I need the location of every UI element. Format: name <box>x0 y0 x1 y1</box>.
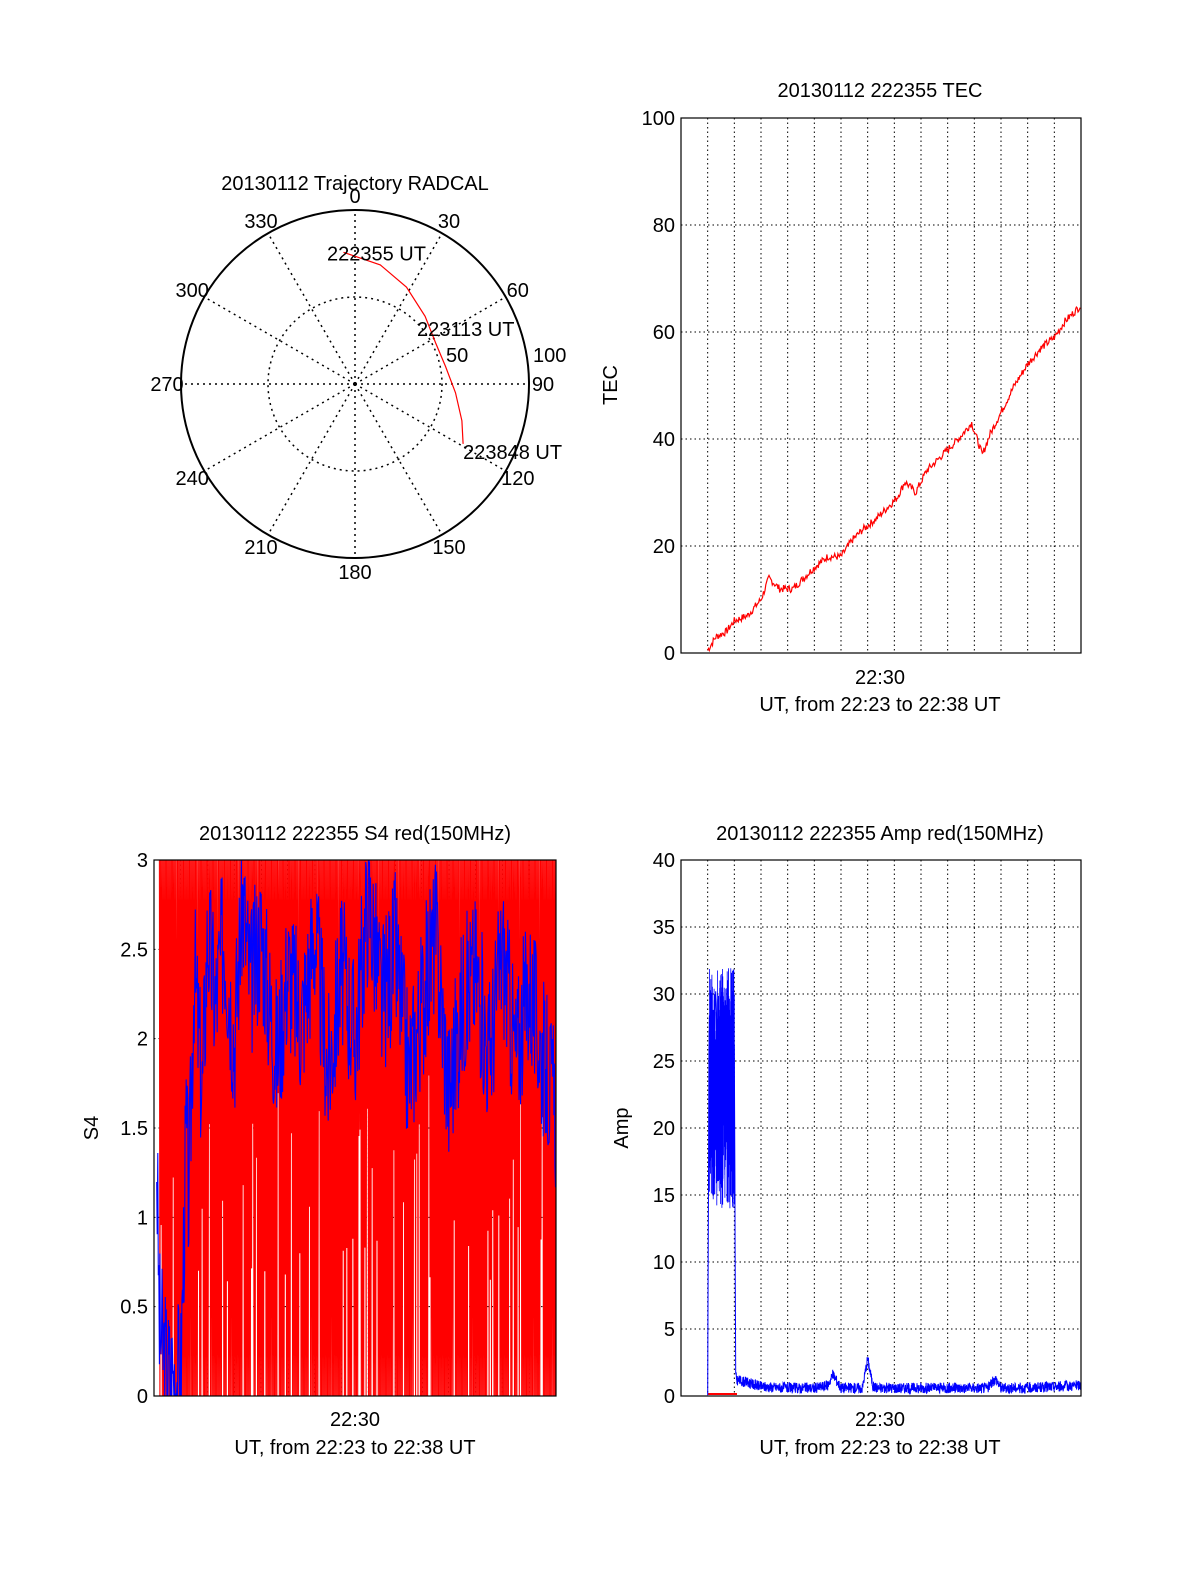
polar-title: 20130112 Trajectory RADCAL <box>221 173 489 195</box>
polar-azimuth-label: 30 <box>438 211 460 233</box>
amp-title: 20130112 222355 Amp red(150MHz) <box>716 823 1044 845</box>
amp-ytick-label: 30 <box>653 984 675 1006</box>
amp-ytick-label: 40 <box>653 850 675 872</box>
s4-plot-frame <box>153 859 557 1397</box>
amp-xtick-label: 22:30 <box>855 1409 905 1431</box>
s4-ytick-label: 2.5 <box>120 939 148 961</box>
polar-time-annotation: 222355 UT <box>327 243 426 265</box>
polar-time-annotation: 223848 UT <box>463 442 562 464</box>
s4-ytick-label: 2 <box>137 1029 148 1051</box>
amp-ytick-label: 15 <box>653 1185 675 1207</box>
s4-xtick-label: 22:30 <box>330 1409 380 1431</box>
s4-ytick-label: 0 <box>137 1386 148 1408</box>
polar-radial-label: 50 <box>446 345 468 367</box>
tec-ytick-label: 80 <box>653 215 675 237</box>
polar-azimuth-label: 60 <box>507 280 529 302</box>
polar-grid-spoke <box>354 383 443 536</box>
tec-ytick-label: 0 <box>664 643 675 665</box>
amp-blue-series-line <box>707 991 1082 1396</box>
tec-ytick-label: 100 <box>642 108 675 130</box>
amp-ytick-label: 0 <box>664 1386 675 1408</box>
amp-ytick-label: 35 <box>653 917 675 939</box>
polar-azimuth-label: 330 <box>244 211 277 233</box>
polar-grid-spoke <box>267 232 356 385</box>
polar-azimuth-label: 90 <box>532 374 554 396</box>
s4-ylabel: S4 <box>81 1116 103 1140</box>
polar-radial-label: 100 <box>533 345 566 367</box>
polar-grid-spoke <box>354 232 443 385</box>
tec-ytick-label: 40 <box>653 429 675 451</box>
tec-plot-frame <box>680 117 1082 654</box>
s4-ytick-label: 0.5 <box>120 1297 148 1319</box>
polar-trajectory-chart: 20130112 Trajectory RADCAL 0 30 60 90 120 150… <box>150 173 566 584</box>
amp-ylabel: Amp <box>611 1107 633 1148</box>
tec-xlabel: UT, from 22:23 to 22:38 UT <box>759 694 1000 716</box>
polar-grid-spoke <box>203 383 356 472</box>
tec-series-line <box>707 306 1081 653</box>
amp-ytick-label: 5 <box>664 1319 675 1341</box>
tec-title: 20130112 222355 TEC <box>778 80 983 102</box>
amp-xlabel: UT, from 22:23 to 22:38 UT <box>759 1437 1000 1459</box>
s4-title: 20130112 222355 S4 red(150MHz) <box>199 823 511 845</box>
tec-xtick-label: 22:30 <box>855 667 905 689</box>
polar-grid-spoke <box>354 383 507 472</box>
s4-ytick-label: 1 <box>137 1207 148 1229</box>
s4-ytick-label: 1.5 <box>120 1118 148 1140</box>
s4-red-series-line <box>158 859 557 1397</box>
polar-time-annotation: 223113 UT <box>417 319 514 341</box>
polar-grid-spoke <box>354 296 507 385</box>
tec-ylabel: TEC <box>600 365 622 405</box>
s4-blue-series-line <box>156 859 557 1397</box>
polar-azimuth-label: 0 <box>349 186 360 208</box>
amp-chart: 20130112 222355 Amp red(150MHz) 22:30 UT… <box>611 823 1082 1459</box>
polar-azimuth-label: 300 <box>176 280 209 302</box>
polar-azimuth-label: 240 <box>176 468 209 490</box>
amp-plot-frame <box>680 859 1082 1397</box>
polar-grid-spoke <box>203 296 356 385</box>
amp-ytick-label: 20 <box>653 1118 675 1140</box>
polar-trajectory-line <box>343 251 464 444</box>
polar-outer-circle <box>180 209 530 559</box>
polar-grid-circle-50 <box>267 296 443 472</box>
polar-azimuth-label: 150 <box>432 537 465 559</box>
amp-ytick-label: 10 <box>653 1252 675 1274</box>
polar-grid-spoke <box>267 383 356 536</box>
polar-azimuth-label: 270 <box>150 374 183 396</box>
amp-blue-burst-line <box>708 968 735 1209</box>
s4-chart: 20130112 222355 S4 red(150MHz) 22:30 UT,… <box>81 823 557 1459</box>
tec-ytick-label: 20 <box>653 536 675 558</box>
tec-chart: 20130112 222355 TEC 22:30 UT, from 22:23… <box>600 80 1082 716</box>
polar-azimuth-label: 180 <box>338 562 371 584</box>
polar-azimuth-label: 120 <box>501 468 534 490</box>
polar-azimuth-label: 210 <box>244 537 277 559</box>
s4-ytick-label: 3 <box>137 850 148 872</box>
tec-ytick-label: 60 <box>653 322 675 344</box>
s4-xlabel: UT, from 22:23 to 22:38 UT <box>234 1437 475 1459</box>
amp-ytick-label: 25 <box>653 1051 675 1073</box>
